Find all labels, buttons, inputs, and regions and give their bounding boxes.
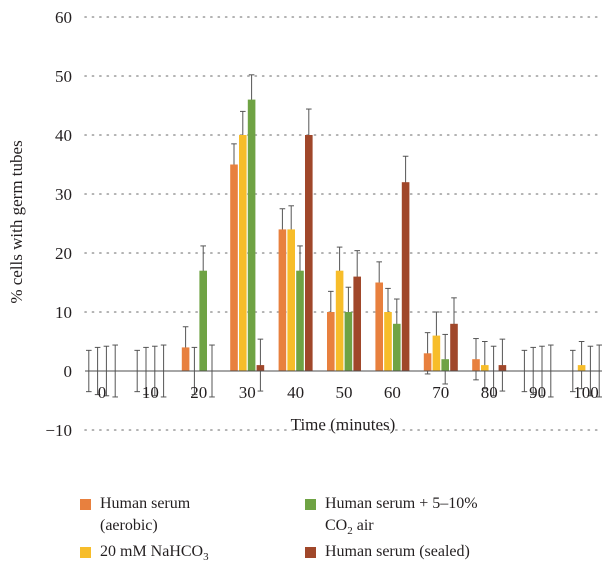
x-tick-label: 20 [190,383,207,402]
bar [577,365,586,371]
legend-item-aerobic: Human serum (aerobic) [80,493,275,537]
y-tick-label: 0 [64,362,73,381]
x-tick-label: 40 [287,383,304,402]
axes: −10 0 10 20 30 40 50 60 0 10 20 30 40 50 60 70 80 90 100 [45,8,602,440]
bar [256,365,265,371]
bar [498,365,507,371]
x-tick-label: 50 [336,383,353,402]
y-tick-label: 50 [55,67,72,86]
bar [432,335,441,371]
bar [450,323,458,371]
y-tick-label: 40 [55,126,72,145]
bar [305,135,313,371]
bar [199,270,207,371]
legend-item-sealed: Human serum (sealed) [305,541,525,563]
bar [344,312,353,371]
bar [441,359,449,371]
y-axis-title: % cells with germ tubes [7,140,26,303]
legend-item-co2: Human serum + 5–10% CO2 air [305,493,525,542]
error-bars [86,74,602,398]
x-tick-label: 80 [481,383,498,402]
legend-swatch-co2 [305,499,316,510]
bar [375,282,383,371]
x-tick-label: 100 [573,383,599,402]
bar [287,229,295,371]
legend-label-sealed: Human serum (sealed) [325,543,470,560]
bar [335,270,344,371]
x-tick-label: 30 [239,383,256,402]
x-tick-label: 60 [384,383,401,402]
legend-item-nahco3: 20 mM NaHCO3 [80,541,275,568]
y-tick-label: 10 [55,303,72,322]
y-tick-label: −10 [45,421,72,440]
bar [481,365,489,371]
legend-label-aerobic: Human serum (aerobic) [100,495,191,534]
legend-swatch-nahco3 [80,547,91,558]
bar [472,359,480,371]
bar [247,99,256,371]
bars [181,99,586,371]
y-tick-label: 30 [55,185,72,204]
bar [278,229,287,371]
bar [353,276,361,371]
x-tick-label: 70 [432,383,449,402]
bar [296,270,304,371]
bar [181,347,190,371]
bar [401,182,410,371]
bar [384,312,392,371]
legend-swatch-aerobic [80,499,91,510]
x-tick-label: 0 [98,383,107,402]
x-axis-title: Time (minutes) [291,415,396,434]
y-tick-label: 20 [55,244,72,263]
legend-label-nahco3: 20 mM NaHCO3 [100,543,209,564]
legend-swatch-sealed [305,547,316,558]
x-tick-label: 10 [142,383,159,402]
bar [230,164,238,371]
bar [239,135,247,371]
bar [327,312,335,371]
bar [393,323,401,371]
x-tick-label: 90 [529,383,546,402]
bar [423,353,432,371]
y-tick-label: 60 [55,8,72,27]
legend-label-co2: Human serum + 5–10% CO2 air [325,495,478,538]
gridlines [84,16,603,431]
